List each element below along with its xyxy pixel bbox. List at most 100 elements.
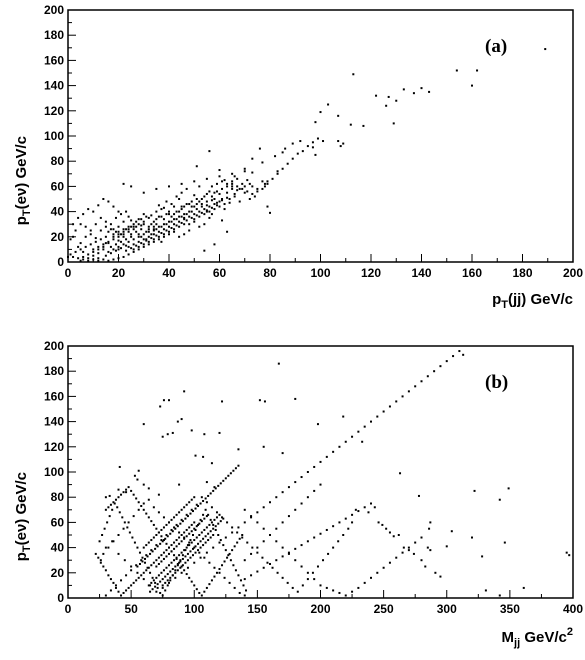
data-point <box>426 375 429 378</box>
data-point <box>179 522 182 525</box>
data-point <box>198 215 201 218</box>
data-point <box>160 535 163 538</box>
data-point <box>145 544 148 547</box>
data-point <box>367 511 370 514</box>
data-point <box>180 534 183 536</box>
data-point <box>162 551 165 554</box>
data-point <box>173 230 176 233</box>
data-point <box>160 232 163 235</box>
data-point <box>142 233 145 236</box>
y-tick-label-a: 100 <box>44 129 64 143</box>
data-point <box>197 523 200 526</box>
data-point <box>168 233 170 236</box>
data-point <box>99 238 102 241</box>
data-point <box>212 523 215 526</box>
data-point <box>209 530 212 533</box>
data-point <box>170 220 173 223</box>
panel-label-a: (a) <box>485 36 507 57</box>
data-point <box>161 578 164 581</box>
data-point <box>185 503 188 506</box>
data-point <box>200 211 203 214</box>
data-point <box>176 420 179 423</box>
data-point <box>439 575 442 578</box>
data-point <box>397 534 400 536</box>
data-point <box>107 546 110 549</box>
data-point <box>137 233 140 236</box>
data-point <box>106 521 109 524</box>
data-point <box>99 561 102 564</box>
data-point <box>152 225 155 228</box>
data-point <box>522 586 525 589</box>
data-point <box>420 536 423 539</box>
data-point <box>183 233 186 236</box>
data-point <box>157 562 160 565</box>
data-point <box>132 515 135 518</box>
data-point <box>151 588 154 591</box>
data-point <box>69 238 72 241</box>
data-point <box>185 203 188 206</box>
data-point <box>171 568 174 571</box>
scatter-panel-a: 0 20 40 60 80 100 120 140 160 180 200 0 20 40 60 80 100 1… <box>13 3 583 311</box>
data-point <box>322 559 325 562</box>
data-point <box>395 99 398 102</box>
x-tick-label-b: 100 <box>184 602 204 616</box>
y-tick-label-a: 40 <box>51 205 65 219</box>
data-point <box>200 520 203 523</box>
data-point <box>209 492 212 495</box>
data-point <box>150 539 153 542</box>
data-point <box>210 521 213 524</box>
data-point <box>250 552 253 555</box>
data-point <box>98 540 101 543</box>
data-point <box>132 228 135 231</box>
data-point <box>128 531 131 534</box>
data-point <box>445 360 448 363</box>
data-point <box>155 187 158 190</box>
data-point <box>178 210 181 213</box>
data-point <box>188 229 191 232</box>
data-point <box>184 561 187 564</box>
data-point <box>256 187 259 190</box>
data-point <box>142 578 145 581</box>
data-point <box>217 534 220 536</box>
data-point <box>165 549 168 552</box>
data-point <box>313 489 316 492</box>
data-point <box>127 486 130 489</box>
data-point <box>238 591 241 594</box>
data-point <box>351 513 354 516</box>
data-point <box>194 528 197 531</box>
data-point <box>339 145 342 148</box>
data-point <box>262 527 265 530</box>
data-point <box>300 565 303 568</box>
data-point <box>120 213 123 216</box>
data-point <box>125 491 128 494</box>
data-point <box>162 516 165 519</box>
data-point <box>97 204 100 207</box>
data-point <box>191 547 194 550</box>
data-point <box>79 223 82 226</box>
data-point <box>228 552 231 555</box>
data-point <box>178 225 181 228</box>
data-point <box>313 578 316 581</box>
data-point <box>125 244 128 247</box>
data-point <box>205 209 208 212</box>
data-point <box>155 576 158 579</box>
data-points-b <box>94 350 571 597</box>
data-point <box>342 534 345 536</box>
data-point <box>243 191 246 194</box>
data-point <box>194 545 197 548</box>
data-point <box>208 150 211 153</box>
data-point <box>97 556 100 559</box>
x-tick-label-b: 150 <box>247 602 267 616</box>
data-point <box>565 551 568 554</box>
data-point <box>173 223 176 226</box>
data-point <box>246 179 249 182</box>
data-point <box>155 565 158 568</box>
y-tick-label-b: 160 <box>44 389 64 403</box>
data-point <box>101 534 104 536</box>
data-point <box>203 517 206 520</box>
data-point <box>215 182 218 185</box>
data-point <box>198 185 201 188</box>
data-point <box>142 571 145 574</box>
data-point <box>165 542 168 545</box>
data-point <box>231 549 234 552</box>
